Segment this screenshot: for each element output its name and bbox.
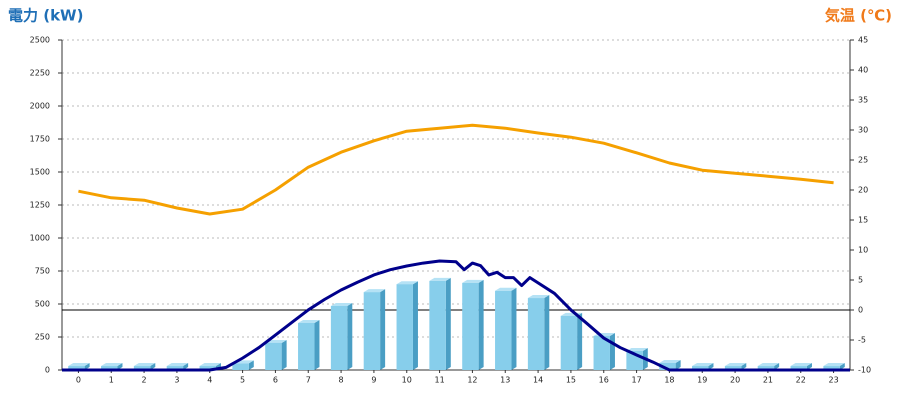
y2-tick-label: 35 — [858, 96, 868, 105]
y-tick-label: 1250 — [30, 201, 50, 210]
x-tick-label: 17 — [631, 376, 641, 385]
y-tick-label: 2000 — [30, 102, 50, 111]
x-tick-label: 0 — [76, 376, 81, 385]
bar — [757, 363, 780, 370]
bar — [659, 360, 681, 370]
x-tick-label: 19 — [697, 376, 707, 385]
bar — [68, 363, 90, 370]
y2-tick-label: -10 — [858, 366, 871, 375]
y-tick-label: 750 — [35, 267, 50, 276]
x-tick-label: 15 — [566, 376, 576, 385]
y2-tick-label: 30 — [858, 126, 868, 135]
x-tick-label: 21 — [763, 376, 773, 385]
x-tick-label: 14 — [533, 376, 543, 385]
bar — [495, 287, 517, 370]
y2-tick-label: 0 — [858, 306, 863, 315]
x-tick-label: 9 — [371, 376, 376, 385]
bar — [133, 363, 156, 370]
bar — [101, 363, 123, 370]
y2-tick-label: 20 — [858, 186, 868, 195]
y2-axis-title: 気温 (℃) — [825, 7, 892, 25]
x-tick-label: 12 — [467, 376, 477, 385]
y2-tick-label: 45 — [858, 36, 868, 45]
x-tick-label: 11 — [434, 376, 444, 385]
bar — [330, 302, 353, 370]
x-tick-label: 1 — [109, 376, 114, 385]
x-tick-label: 16 — [599, 376, 609, 385]
y-tick-label: 250 — [35, 333, 50, 342]
x-tick-label: 18 — [664, 376, 674, 385]
bar — [363, 289, 386, 370]
y-tick-label: 2250 — [30, 69, 50, 78]
bar — [790, 363, 812, 370]
bar — [462, 279, 484, 370]
line — [62, 259, 850, 372]
bar — [396, 281, 418, 370]
y-tick-label: 1000 — [30, 234, 50, 243]
y2-tick-label: 10 — [858, 246, 868, 255]
x-tick-label: 3 — [174, 376, 179, 385]
bar — [166, 363, 189, 370]
y-tick-label: 0 — [45, 366, 50, 375]
y2-tick-label: 40 — [858, 66, 868, 75]
bar — [724, 363, 747, 370]
y-axis-title: 電力 (kW) — [8, 7, 83, 25]
y2-tick-label: 5 — [858, 276, 863, 285]
bar — [560, 312, 583, 370]
line — [78, 123, 834, 216]
x-tick-label: 7 — [306, 376, 311, 385]
y2-tick-label: 15 — [858, 216, 868, 225]
y2-tick-label: -5 — [858, 336, 866, 345]
x-tick-label: 23 — [828, 376, 838, 385]
x-tick-label: 6 — [273, 376, 278, 385]
y-tick-label: 1500 — [30, 168, 50, 177]
y-tick-label: 1750 — [30, 135, 50, 144]
x-tick-label: 13 — [500, 376, 510, 385]
x-tick-label: 5 — [240, 376, 245, 385]
x-tick-label: 8 — [339, 376, 344, 385]
bar — [823, 363, 845, 370]
bar — [265, 339, 287, 370]
bar — [692, 363, 714, 370]
x-tick-label: 20 — [730, 376, 740, 385]
x-tick-label: 4 — [207, 376, 212, 385]
x-tick-label: 2 — [142, 376, 147, 385]
bar — [527, 295, 550, 370]
y2-tick-label: 25 — [858, 156, 868, 165]
x-tick-label: 10 — [402, 376, 412, 385]
y-tick-label: 2500 — [30, 36, 50, 45]
bar — [298, 320, 320, 370]
x-tick-label: 22 — [796, 376, 806, 385]
bar — [429, 277, 451, 370]
y-tick-label: 500 — [35, 300, 50, 309]
